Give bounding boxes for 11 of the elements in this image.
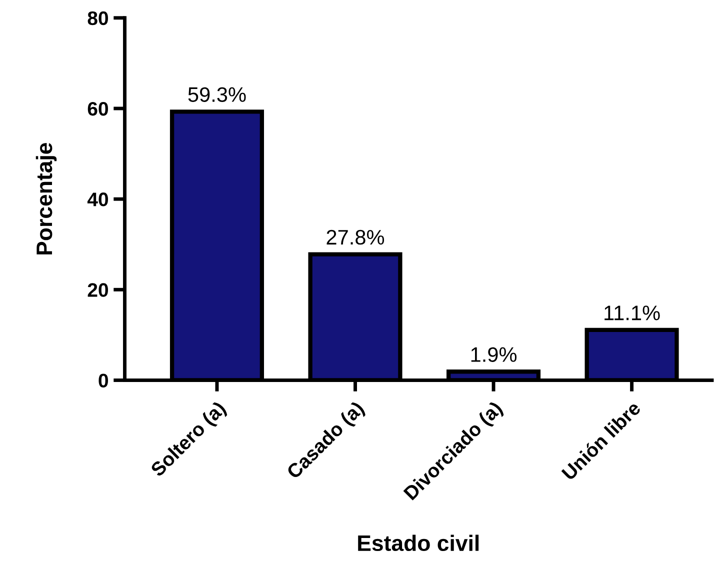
- y-tick-label: 60: [88, 102, 108, 116]
- y-tick-label: 80: [88, 11, 108, 26]
- y-tick-label: 20: [88, 283, 108, 297]
- data-label: 27.8%: [326, 230, 384, 245]
- data-label: 1.9%: [471, 347, 517, 362]
- x-axis-title: Estado civil: [358, 534, 479, 552]
- y-tick-label: 40: [87, 192, 108, 206]
- y-tick-label: 0: [98, 374, 108, 388]
- data-label: 59.3%: [188, 87, 246, 102]
- data-label: 11.1%: [604, 306, 660, 320]
- y-axis-title: Porcentaje: [36, 143, 57, 254]
